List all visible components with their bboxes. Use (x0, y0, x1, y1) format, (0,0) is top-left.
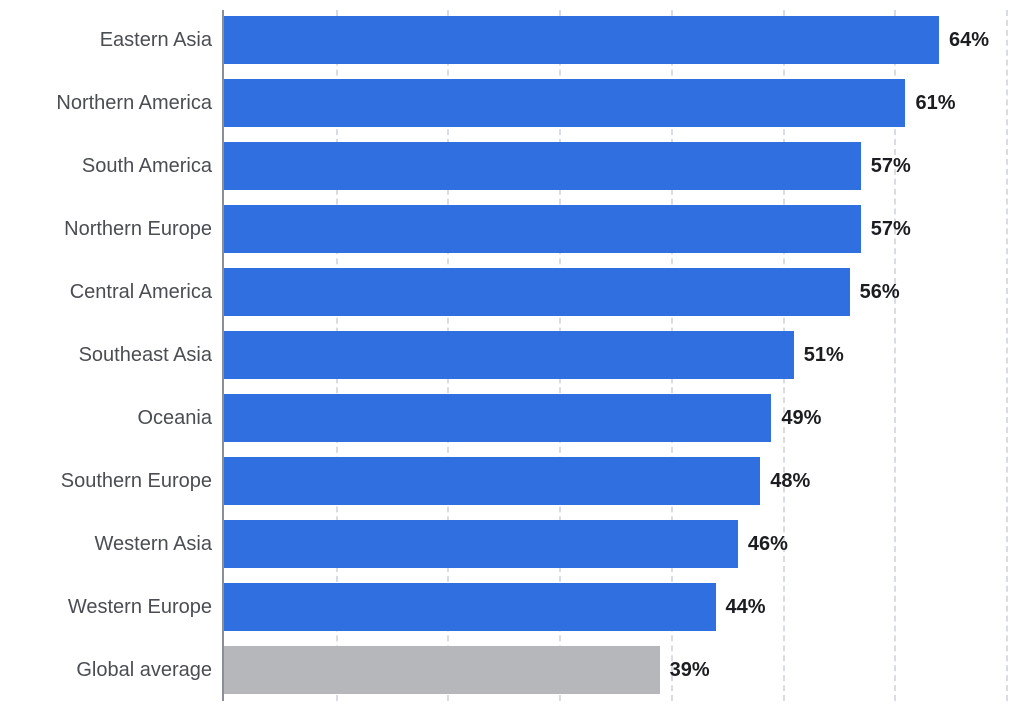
bar-row: 57% (224, 142, 1004, 190)
bar-row: 57% (224, 205, 1004, 253)
category-label: Western Europe (2, 583, 212, 631)
bar (224, 520, 738, 568)
plot-area: 64%61%57%57%56%51%49%48%46%44%39% (222, 10, 1004, 701)
bar (224, 16, 939, 64)
bar (224, 646, 660, 694)
category-label: Eastern Asia (2, 16, 212, 64)
bar-value-label: 46% (748, 520, 788, 568)
bar (224, 457, 760, 505)
bar (224, 394, 771, 442)
region-percentage-bar-chart: 64%61%57%57%56%51%49%48%46%44%39% Easter… (0, 0, 1024, 711)
bar (224, 142, 861, 190)
bar-value-label: 48% (770, 457, 810, 505)
category-label: Northern Europe (2, 205, 212, 253)
bar-row: 61% (224, 79, 1004, 127)
bar-value-label: 49% (781, 394, 821, 442)
bar-value-label: 57% (871, 142, 911, 190)
bar (224, 79, 905, 127)
bar-row: 51% (224, 331, 1004, 379)
bar-value-label: 44% (726, 583, 766, 631)
category-label: Global average (2, 646, 212, 694)
bar (224, 268, 850, 316)
bar-value-label: 57% (871, 205, 911, 253)
bar-row: 44% (224, 583, 1004, 631)
bar-value-label: 61% (915, 79, 955, 127)
category-label: Northern America (2, 79, 212, 127)
bar-row: 48% (224, 457, 1004, 505)
bar (224, 583, 716, 631)
bar (224, 331, 794, 379)
category-label: South America (2, 142, 212, 190)
bar-row: 46% (224, 520, 1004, 568)
category-label: Central America (2, 268, 212, 316)
bar (224, 205, 861, 253)
bar-row: 56% (224, 268, 1004, 316)
bar-value-label: 56% (860, 268, 900, 316)
category-label: Western Asia (2, 520, 212, 568)
bar-value-label: 51% (804, 331, 844, 379)
bar-row: 39% (224, 646, 1004, 694)
bar-value-label: 64% (949, 16, 989, 64)
bar-row: 64% (224, 16, 1004, 64)
category-label: Southeast Asia (2, 331, 212, 379)
category-label: Southern Europe (2, 457, 212, 505)
category-label: Oceania (2, 394, 212, 442)
gridline (1006, 10, 1008, 701)
bar-row: 49% (224, 394, 1004, 442)
bar-value-label: 39% (670, 646, 710, 694)
